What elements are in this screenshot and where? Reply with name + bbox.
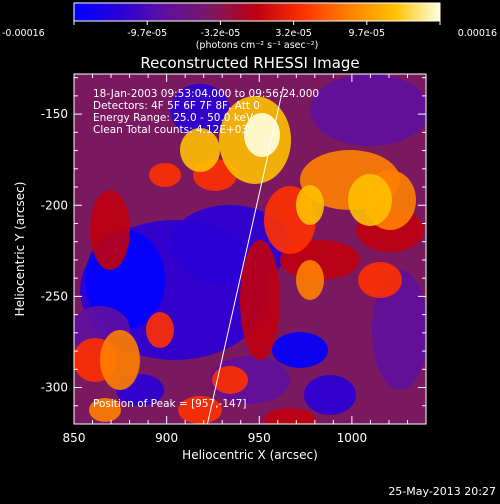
y-tick-label: -300 bbox=[41, 381, 68, 395]
x-axis-ticks: 850 900 950 1000 bbox=[63, 74, 408, 445]
heatmap-blob bbox=[146, 312, 174, 348]
colorbar bbox=[73, 2, 441, 22]
overlay-line-energy: Energy Range: 25.0 - 50.0 keV bbox=[93, 112, 254, 124]
y-axis-label: Heliocentric Y (arcsec) bbox=[13, 182, 27, 317]
solar-limb-line bbox=[206, 86, 284, 424]
heatmap-blob bbox=[296, 185, 324, 225]
render-timestamp: 25-May-2013 20:27 bbox=[388, 485, 496, 498]
colorbar-tick-label: 0.00016 bbox=[458, 28, 497, 39]
heatmap-blob bbox=[372, 270, 426, 390]
heatmap-blob bbox=[240, 240, 280, 360]
peak-position-label: Position of Peak = [957,-147] bbox=[93, 398, 247, 410]
x-tick-label: 950 bbox=[248, 431, 271, 445]
overlay-line-counts: Clean Total counts: 4.12E+03 bbox=[93, 124, 248, 136]
heatmap-blob bbox=[90, 190, 130, 270]
heatmap-blob bbox=[310, 74, 426, 146]
heatmap-blob bbox=[348, 174, 392, 226]
colorbar-unit-label: (photons cm⁻² s⁻¹ asec⁻²) bbox=[196, 40, 319, 51]
x-tick-label: 850 bbox=[63, 431, 86, 445]
heatmap-blob bbox=[358, 262, 402, 298]
colorbar-tick-label: -0.00016 bbox=[2, 28, 45, 39]
x-axis-label: Heliocentric X (arcsec) bbox=[182, 448, 318, 462]
y-axis-ticks: -150 -200 -250 -300 bbox=[41, 77, 426, 407]
heatmap-blob bbox=[272, 332, 328, 368]
x-tick-label: 1000 bbox=[337, 431, 368, 445]
heatmap-blob bbox=[180, 128, 220, 172]
image-area bbox=[74, 74, 426, 424]
info-overlay: 18-Jan-2003 09:53:04.000 to 09:56:24.000… bbox=[93, 88, 319, 410]
heatmap-blobs bbox=[74, 74, 426, 424]
colorbar-tick-label: 9.7e-05 bbox=[349, 28, 385, 39]
heatmap-blob bbox=[296, 260, 324, 300]
heatmap-blob bbox=[304, 375, 356, 415]
colorbar-tick-label: 3.2e-05 bbox=[275, 28, 311, 39]
heatmap-blob bbox=[149, 163, 181, 187]
overlay-line-time: 18-Jan-2003 09:53:04.000 to 09:56:24.000 bbox=[93, 88, 319, 100]
heatmap-blob bbox=[212, 366, 248, 394]
heatmap-blob bbox=[170, 84, 230, 136]
y-tick-label: -200 bbox=[41, 198, 68, 212]
heatmap-blob bbox=[178, 396, 222, 424]
colorbar-tick-label: -3.2e-05 bbox=[200, 28, 240, 39]
chart-title: Reconstructed RHESSI Image bbox=[140, 54, 359, 72]
x-tick-label: 900 bbox=[155, 431, 178, 445]
heatmap-blob bbox=[244, 113, 280, 157]
y-tick-label: -150 bbox=[41, 107, 68, 121]
heatmap-blob bbox=[100, 330, 140, 390]
heatmap-blob bbox=[89, 398, 121, 422]
colorbar-ticks: -0.00016 -9.7e-05 -3.2e-05 3.2e-05 9.7e-05 0.… bbox=[2, 21, 497, 39]
colorbar-tick-label: -9.7e-05 bbox=[127, 28, 167, 39]
overlay-line-detectors: Detectors: 4F 5F 6F 7F 8F, Att 0 bbox=[93, 100, 260, 112]
y-tick-label: -250 bbox=[41, 289, 68, 303]
heatmap-blob bbox=[264, 408, 316, 424]
plot-frame bbox=[73, 73, 427, 425]
